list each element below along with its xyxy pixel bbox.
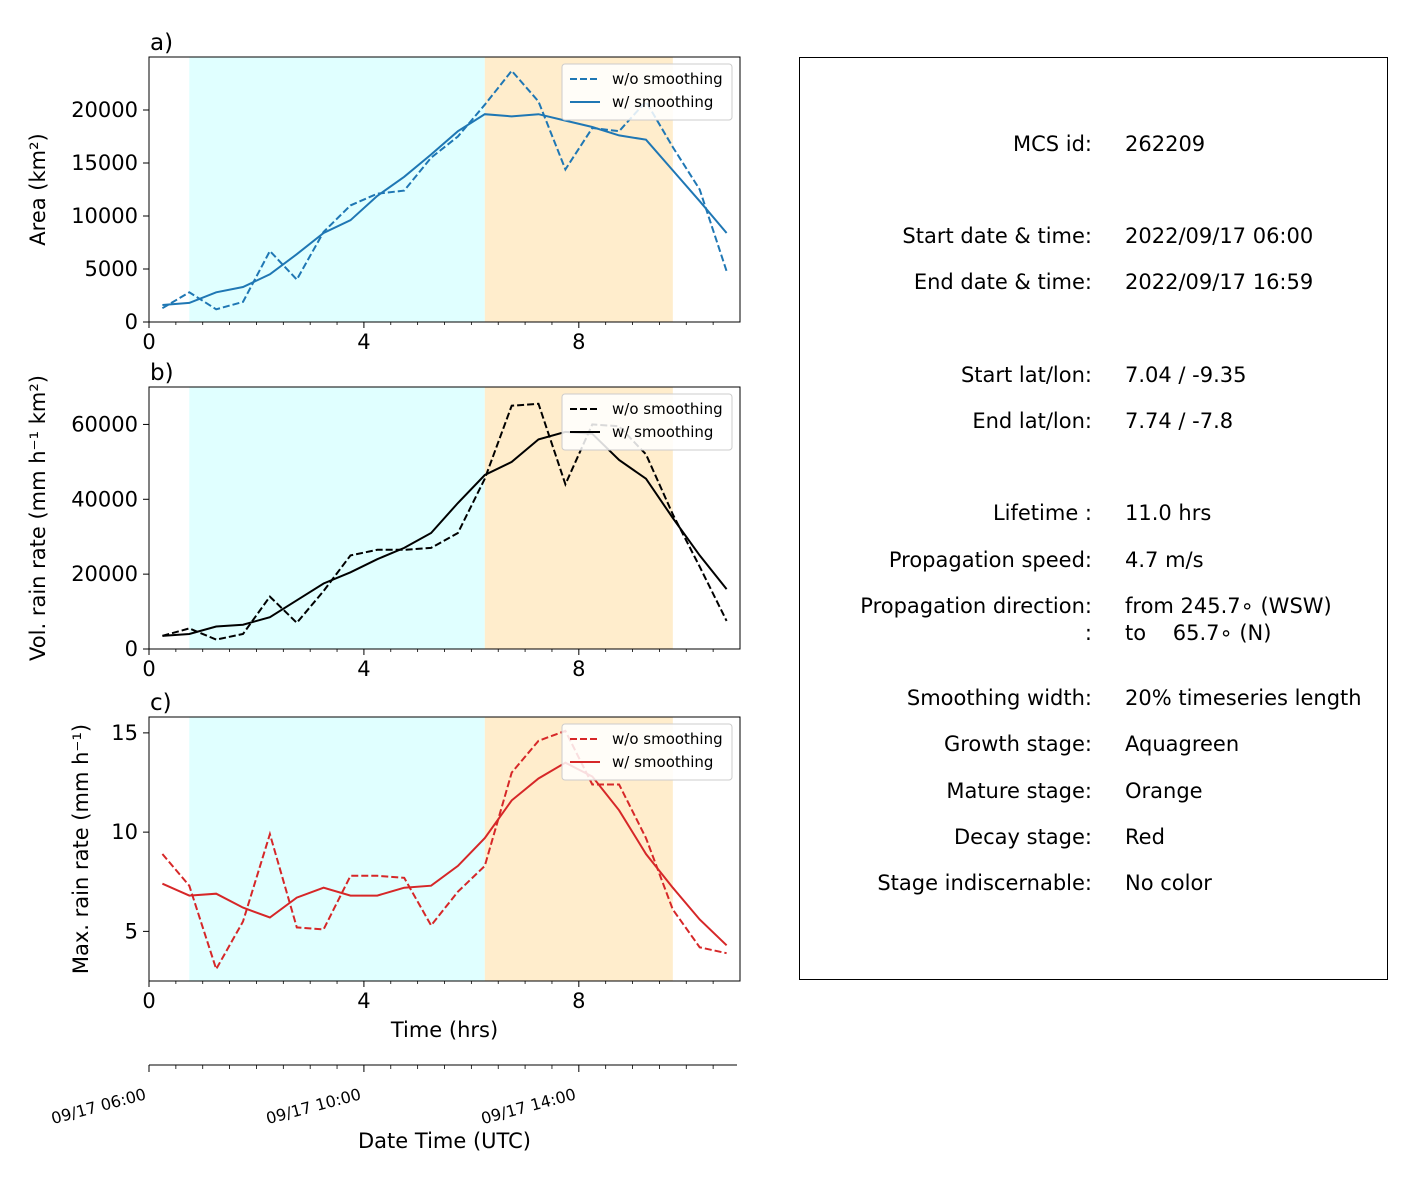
series-line-unsmoothed	[161, 729, 727, 972]
y-tick-label: 15	[111, 721, 138, 745]
info-value: to 65.7∘ (N)	[1125, 621, 1272, 645]
legend: w/o smoothing w/ smoothing	[561, 63, 733, 121]
series-line-smoothed	[162, 430, 728, 637]
legend-label: w/o smoothing	[612, 70, 723, 88]
x-tick-label: 4	[357, 330, 370, 354]
y-tick-label: 20000	[71, 562, 138, 586]
growth-stage-band	[189, 57, 485, 322]
x-tick-label: 0	[142, 989, 155, 1013]
x-tick-label: 8	[572, 657, 585, 681]
y-tick-label: 0	[125, 637, 138, 661]
panel-label: b)	[150, 360, 174, 386]
info-label: Mature stage:	[946, 779, 1092, 803]
x-tick-label: 8	[572, 330, 585, 354]
datetime-tick-label: 09/17 14:00	[479, 1085, 578, 1129]
x-tick-label: 0	[142, 330, 155, 354]
info-label: End lat/lon:	[972, 409, 1092, 433]
info-label: :	[1084, 621, 1092, 645]
y-tick-label: 20000	[71, 98, 138, 122]
y-tick-label: 15000	[71, 151, 138, 175]
y-tick-label: 10	[111, 820, 138, 844]
info-value: 7.04 / -9.35	[1125, 363, 1247, 387]
info-value: 20% timeseries length	[1125, 686, 1362, 710]
info-label: MCS id:	[1012, 132, 1092, 156]
y-tick-label: 60000	[71, 412, 138, 436]
info-label: Stage indiscernable:	[877, 871, 1092, 895]
info-value: from 245.7∘ (WSW)	[1125, 594, 1332, 618]
series-line-smoothed	[162, 113, 728, 306]
x-tick-label: 8	[572, 989, 585, 1013]
info-label: Propagation speed:	[888, 548, 1092, 572]
panel-volumetric-rain: 0 4 8 0 20000 40000 60000 b) Vol. rain rate (mm …	[26, 360, 741, 681]
x-tick-label: 4	[357, 989, 370, 1013]
legend-box	[561, 723, 733, 781]
info-label: End date & time:	[913, 270, 1092, 294]
legend-label: w/ smoothing	[612, 423, 713, 441]
y-axis-label: Max. rain rate (mm h⁻¹)	[69, 724, 93, 974]
panel-label: c)	[150, 690, 172, 716]
x-tick-label: 0	[142, 657, 155, 681]
legend-label: w/o smoothing	[612, 730, 723, 748]
info-label: Decay stage:	[954, 825, 1092, 849]
legend-box	[561, 393, 733, 451]
legend: w/o smoothing w/ smoothing	[561, 393, 733, 451]
y-tick-label: 5	[125, 919, 138, 943]
info-value: Aquagreen	[1125, 732, 1240, 756]
series-line-smoothed	[161, 761, 728, 947]
panel-area: 0 4 8 0 5000 10000 15000 20000 a) Area (km²) w/o s…	[26, 30, 741, 354]
legend-label: w/ smoothing	[612, 93, 713, 111]
info-label: Growth stage:	[943, 732, 1092, 756]
info-value: 7.74 / -7.8	[1125, 409, 1234, 433]
mcs-info-panel: MCS id: 262209 Start date & time: 2022/0…	[799, 57, 1388, 980]
info-value: Red	[1125, 825, 1165, 849]
info-value: No color	[1125, 871, 1212, 895]
info-label: Lifetime :	[992, 501, 1092, 525]
info-value: 2022/09/17 06:00	[1125, 224, 1314, 248]
info-value: 11.0 hrs	[1125, 501, 1212, 525]
info-value: 4.7 m/s	[1125, 548, 1204, 572]
series-line-unsmoothed	[162, 402, 728, 641]
y-axis-label: Vol. rain rate (mm h⁻¹ km²)	[26, 375, 50, 661]
y-tick-label: 40000	[71, 487, 138, 511]
info-value: Orange	[1125, 779, 1203, 803]
info-value: 262209	[1125, 132, 1206, 156]
info-label: Smoothing width:	[906, 686, 1092, 710]
panel-max-rain: 0 4 8 5 10 15 c) Max. rain rate (mm h⁻¹) Time (h…	[69, 690, 741, 1042]
info-label: Start lat/lon:	[960, 363, 1092, 387]
panel-label: a)	[150, 30, 173, 56]
info-label: Start date & time:	[902, 224, 1092, 248]
legend-box	[561, 63, 733, 121]
info-value: 2022/09/17 16:59	[1125, 270, 1314, 294]
y-axis-label: Area (km²)	[26, 133, 50, 245]
x-axis-label: Time (hrs)	[390, 1018, 498, 1042]
x-tick-label: 4	[357, 657, 370, 681]
series-line-unsmoothed	[161, 69, 728, 311]
y-tick-label: 5000	[85, 257, 138, 281]
legend-label: w/ smoothing	[612, 753, 713, 771]
datetime-tick-label: 09/17 10:00	[264, 1085, 363, 1129]
datetime-axis-label: Date Time (UTC)	[358, 1129, 531, 1153]
y-tick-label: 10000	[71, 204, 138, 228]
legend-label: w/o smoothing	[612, 400, 723, 418]
legend: w/o smoothing w/ smoothing	[561, 723, 733, 781]
datetime-tick-label: 09/17 06:00	[49, 1085, 148, 1129]
y-tick-label: 0	[125, 310, 138, 334]
growth-stage-band	[189, 387, 485, 649]
growth-stage-band	[189, 717, 485, 981]
info-label: Propagation direction:	[860, 594, 1092, 618]
